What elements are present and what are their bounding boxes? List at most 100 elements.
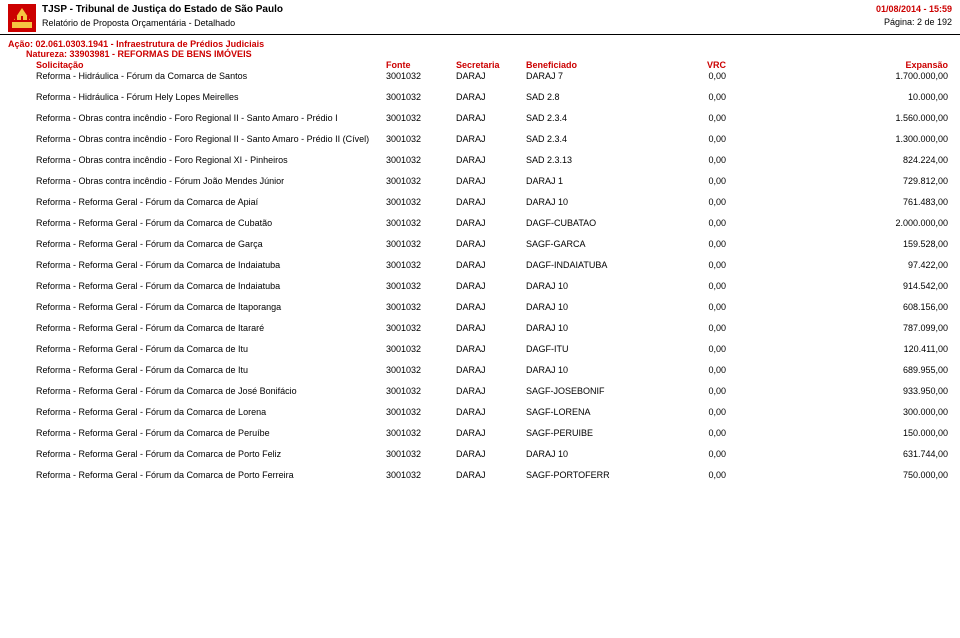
cell-fonte: 3001032 [386,134,456,144]
cell-beneficiado: DARAJ 10 [526,323,666,333]
cell-fonte: 3001032 [386,113,456,123]
cell-vrc: 0,00 [666,323,746,333]
cell-expansao: 1.700.000,00 [746,71,948,81]
cell-vrc: 0,00 [666,386,746,396]
cell-expansao: 1.560.000,00 [746,113,948,123]
table-header: Solicitação Fonte Secretaria Beneficiado… [8,60,952,70]
cell-solicitacao: Reforma - Reforma Geral - Fórum da Comar… [36,197,386,207]
content-area: Ação: 02.061.0303.1941 - Infraestrutura … [0,35,960,484]
cell-secretaria: DARAJ [456,449,526,459]
table-row: Reforma - Reforma Geral - Fórum da Comar… [8,323,952,333]
cell-vrc: 0,00 [666,239,746,249]
table-row: Reforma - Obras contra incêndio - Foro R… [8,113,952,123]
cell-secretaria: DARAJ [456,365,526,375]
cell-fonte: 3001032 [386,365,456,375]
cell-vrc: 0,00 [666,344,746,354]
cell-expansao: 689.955,00 [746,365,948,375]
table-row: Reforma - Reforma Geral - Fórum da Comar… [8,428,952,438]
table-row: Reforma - Reforma Geral - Fórum da Comar… [8,365,952,375]
cell-expansao: 787.099,00 [746,323,948,333]
cell-solicitacao: Reforma - Reforma Geral - Fórum da Comar… [36,365,386,375]
cell-beneficiado: DARAJ 1 [526,176,666,186]
cell-expansao: 300.000,00 [746,407,948,417]
cell-fonte: 3001032 [386,449,456,459]
cell-secretaria: DARAJ [456,113,526,123]
cell-beneficiado: SAD 2.8 [526,92,666,102]
page-header: TJSP - Tribunal de Justiça do Estado de … [0,0,960,35]
cell-beneficiado: DARAJ 10 [526,281,666,291]
report-title: Relatório de Proposta Orçamentária - Det… [42,18,876,28]
cell-fonte: 3001032 [386,386,456,396]
cell-expansao: 2.000.000,00 [746,218,948,228]
cell-solicitacao: Reforma - Reforma Geral - Fórum da Comar… [36,302,386,312]
table-row: Reforma - Reforma Geral - Fórum da Comar… [8,260,952,270]
cell-beneficiado: DAGF-INDAIATUBA [526,260,666,270]
col-header-beneficiado: Beneficiado [526,60,666,70]
cell-secretaria: DARAJ [456,218,526,228]
cell-fonte: 3001032 [386,281,456,291]
cell-beneficiado: SAD 2.3.4 [526,134,666,144]
cell-secretaria: DARAJ [456,92,526,102]
cell-solicitacao: Reforma - Hidráulica - Fórum da Comarca … [36,71,386,81]
cell-expansao: 914.542,00 [746,281,948,291]
cell-secretaria: DARAJ [456,197,526,207]
cell-fonte: 3001032 [386,407,456,417]
cell-expansao: 761.483,00 [746,197,948,207]
cell-secretaria: DARAJ [456,260,526,270]
action-line: Ação: 02.061.0303.1941 - Infraestrutura … [8,39,952,49]
cell-fonte: 3001032 [386,176,456,186]
table-row: Reforma - Reforma Geral - Fórum da Comar… [8,344,952,354]
col-header-secretaria: Secretaria [456,60,526,70]
cell-expansao: 729.812,00 [746,176,948,186]
report-datetime: 01/08/2014 - 15:59 [876,4,952,14]
cell-fonte: 3001032 [386,323,456,333]
cell-expansao: 159.528,00 [746,239,948,249]
cell-beneficiado: DARAJ 10 [526,302,666,312]
table-row: Reforma - Obras contra incêndio - Fórum … [8,176,952,186]
cell-fonte: 3001032 [386,344,456,354]
cell-vrc: 0,00 [666,197,746,207]
cell-fonte: 3001032 [386,239,456,249]
cell-secretaria: DARAJ [456,470,526,480]
col-header-expansao: Expansão [746,60,948,70]
table-row: Reforma - Reforma Geral - Fórum da Comar… [8,239,952,249]
cell-fonte: 3001032 [386,302,456,312]
col-header-vrc: VRC [666,60,746,70]
cell-solicitacao: Reforma - Reforma Geral - Fórum da Comar… [36,449,386,459]
cell-vrc: 0,00 [666,470,746,480]
cell-secretaria: DARAJ [456,176,526,186]
cell-expansao: 631.744,00 [746,449,948,459]
cell-solicitacao: Reforma - Reforma Geral - Fórum da Comar… [36,281,386,291]
table-row: Reforma - Reforma Geral - Fórum da Comar… [8,281,952,291]
cell-vrc: 0,00 [666,407,746,417]
table-row: Reforma - Reforma Geral - Fórum da Comar… [8,197,952,207]
col-header-fonte: Fonte [386,60,456,70]
cell-beneficiado: SAD 2.3.13 [526,155,666,165]
cell-beneficiado: DARAJ 10 [526,449,666,459]
cell-solicitacao: Reforma - Reforma Geral - Fórum da Comar… [36,239,386,249]
cell-solicitacao: Reforma - Reforma Geral - Fórum da Comar… [36,218,386,228]
rows-container: Reforma - Hidráulica - Fórum da Comarca … [8,71,952,480]
cell-expansao: 97.422,00 [746,260,948,270]
table-row: Reforma - Reforma Geral - Fórum da Comar… [8,218,952,228]
cell-beneficiado: SAGF-JOSEBONIF [526,386,666,396]
table-row: Reforma - Obras contra incêndio - Foro R… [8,134,952,144]
cell-vrc: 0,00 [666,113,746,123]
tribunal-title: TJSP - Tribunal de Justiça do Estado de … [42,4,876,15]
cell-fonte: 3001032 [386,197,456,207]
cell-expansao: 10.000,00 [746,92,948,102]
cell-expansao: 824.224,00 [746,155,948,165]
cell-vrc: 0,00 [666,365,746,375]
cell-secretaria: DARAJ [456,323,526,333]
cell-vrc: 0,00 [666,449,746,459]
cell-vrc: 0,00 [666,92,746,102]
cell-vrc: 0,00 [666,155,746,165]
table-row: Reforma - Reforma Geral - Fórum da Comar… [8,449,952,459]
table-row: Reforma - Reforma Geral - Fórum da Comar… [8,407,952,417]
cell-vrc: 0,00 [666,281,746,291]
cell-vrc: 0,00 [666,134,746,144]
cell-solicitacao: Reforma - Reforma Geral - Fórum da Comar… [36,470,386,480]
cell-fonte: 3001032 [386,155,456,165]
table-row: Reforma - Reforma Geral - Fórum da Comar… [8,302,952,312]
cell-secretaria: DARAJ [456,302,526,312]
